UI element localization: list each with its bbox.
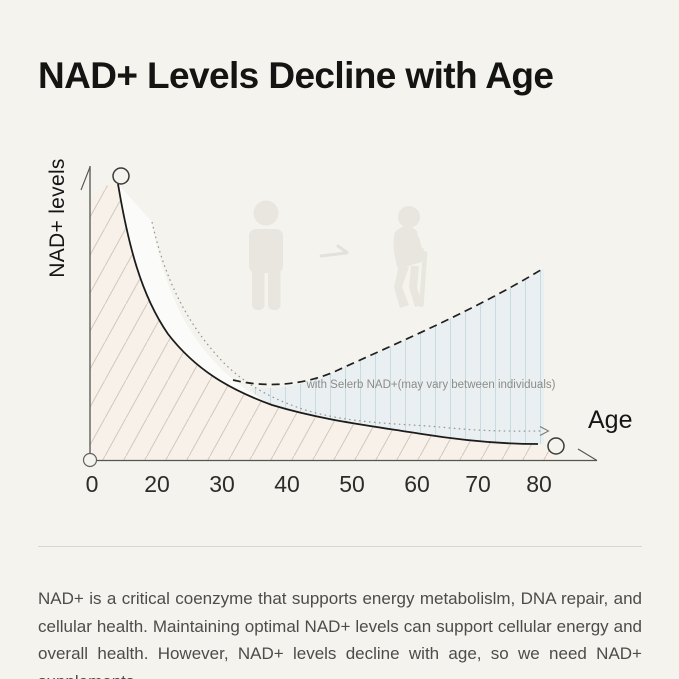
x-tick-3: 40	[274, 471, 300, 497]
curve-start-marker	[112, 167, 130, 185]
x-tick-1: 20	[144, 471, 170, 497]
x-tick-7: 80	[526, 471, 552, 497]
annotation-label: with Selerb NAD+(may vary between indivi…	[306, 379, 556, 391]
x-tick-4: 50	[339, 471, 365, 497]
natural-decline-curve	[117, 183, 539, 445]
curve-end-marker	[547, 437, 565, 455]
x-tick-labels: 0 20 30 40 50 60 70 80	[86, 471, 552, 497]
projection-dotted-curve	[151, 221, 543, 432]
young-person-icon	[249, 200, 283, 310]
x-axis-label: Age	[588, 406, 632, 434]
gap-band	[118, 184, 272, 405]
axes	[80, 166, 598, 462]
x-tick-0: 0	[86, 471, 99, 497]
y-axis-label: NAD+ levels	[46, 158, 69, 277]
supplement-dashed-curve	[232, 267, 545, 386]
x-tick-6: 70	[465, 471, 491, 497]
transition-arrow-icon	[319, 244, 349, 258]
supplement-benefit-area	[249, 268, 544, 444]
elderly-person-icon	[393, 206, 428, 308]
x-tick-5: 60	[404, 471, 430, 497]
description-paragraph: NAD+ is a critical coenzyme that support…	[38, 589, 642, 679]
dotted-curve-arrowhead-icon	[539, 426, 550, 436]
divider	[38, 546, 642, 547]
x-tick-2: 30	[209, 471, 235, 497]
page-title: NAD+ Levels Decline with Age	[38, 54, 554, 96]
nad-decline-chart: NAD+ levels Age with Selerb NAD+(may var…	[46, 158, 632, 497]
origin-marker	[82, 452, 98, 468]
decline-hatched-area	[90, 184, 552, 460]
